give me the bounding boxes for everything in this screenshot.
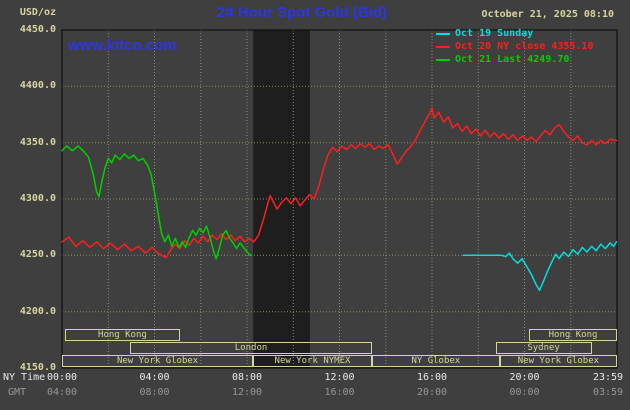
legend-line-swatch-green	[436, 58, 450, 61]
kitco-watermark-link[interactable]: www.kitco.com	[68, 37, 177, 54]
gmt-axis-label: GMT	[8, 387, 27, 398]
legend-line-swatch-red	[436, 45, 450, 48]
legend-item-oct-21-last: Oct 21 Last 4249.70	[436, 53, 593, 66]
series-oct-21-last-4249-70	[61, 145, 252, 260]
legend-item-oct-20-close: Oct 20 NY close 4355.10	[436, 40, 593, 53]
series-oct-19-sunday	[462, 241, 618, 292]
chart-title: 24 Hour Spot Gold (Bid)	[217, 4, 387, 21]
y-axis-units-label: USD/oz	[19, 7, 56, 18]
legend-label: Oct 19 Sunday	[455, 28, 534, 39]
legend: Oct 19 Sunday Oct 20 NY close 4355.10 Oc…	[436, 27, 593, 66]
legend-label: Oct 21 Last 4249.70	[455, 54, 570, 65]
ny-time-axis-label: NY Time	[3, 372, 46, 383]
plot-border	[61, 29, 618, 369]
legend-item-oct-19-sunday: Oct 19 Sunday	[436, 27, 593, 40]
legend-label: Oct 20 NY close 4355.10	[455, 41, 594, 52]
series-oct-20-ny-close-4355-10	[61, 106, 618, 259]
chart-datetime: October 21, 2025 08:10	[481, 9, 614, 20]
legend-line-swatch-cyan	[436, 32, 450, 35]
